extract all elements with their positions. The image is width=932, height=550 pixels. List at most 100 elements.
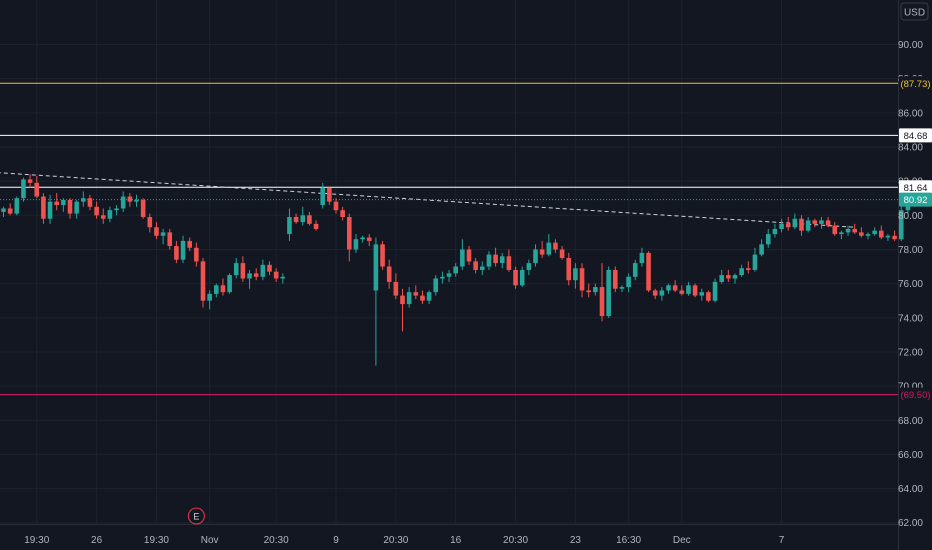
candle [626,273,631,293]
candle [47,194,53,224]
candle [134,194,139,207]
candle [845,225,851,236]
candle-body [885,235,891,238]
trendline[interactable] [0,172,855,228]
candle-body [845,228,851,233]
candle-body [446,273,452,277]
candle [393,273,399,299]
candle [41,193,46,224]
candle-body [872,230,877,235]
currency-badge[interactable]: USD [900,2,929,21]
candle-body [227,275,232,293]
candle [220,278,226,296]
price-axis-label: 72.00 [898,347,923,358]
candle [499,252,505,269]
event-marker-label: E [193,512,199,522]
candle-body [506,256,512,270]
level-badge: (69.50) [900,390,930,401]
candle-body [280,276,286,279]
candle-body [74,201,79,214]
candle [21,177,26,202]
candle-body [546,242,552,255]
candle-body [67,199,73,214]
candle-body [672,285,678,291]
candle-body [513,269,518,286]
candle-body [260,264,266,277]
candle-body [686,285,691,294]
candle [593,283,598,296]
time-axis[interactable]: 19:30 26 19:30 Nov 20:30 9 20:30 16 20:30 23 16:30… [0,524,898,547]
candle [233,258,239,279]
candle-body [779,223,784,229]
candle-body [480,266,485,270]
candle [200,258,206,308]
candle-body [692,285,698,296]
candle-body [619,287,625,289]
candle [366,234,372,247]
level-badge-background [899,76,932,91]
candle [480,261,485,276]
price-axis-label: 62.00 [898,518,923,529]
candle-body [905,203,911,211]
candle-body [180,240,186,260]
candle-body [207,293,212,301]
candle-body [267,264,272,272]
candle [81,191,86,207]
candle [460,239,465,270]
candle-body [526,263,532,270]
candle [54,193,59,211]
candle [692,283,698,298]
candle [679,285,685,296]
candle [307,211,312,226]
horizontal-levels[interactable] [0,82,898,396]
candle [732,273,738,284]
candle [553,239,558,253]
candle-body [61,199,66,206]
time-axis-label: 26 [91,535,103,546]
candle [686,281,691,296]
candle [805,217,811,233]
candle [879,225,884,240]
time-axis-label: 19:30 [144,535,169,546]
candle [267,261,272,276]
candle-body [21,179,26,199]
candle [546,234,552,257]
candle-body [307,215,312,224]
earnings-event-marker[interactable]: E [187,507,205,525]
candle-body [586,290,591,293]
time-axis-label: Nov [201,535,219,546]
candle [446,269,452,282]
candle-body [606,269,611,317]
price-axis-label: 84.00 [898,142,923,153]
candle-body [14,198,20,214]
candle [712,278,718,303]
candle-body [420,295,425,301]
last-price-badge: 80.92 [904,195,928,206]
currency-label: USD [904,8,925,19]
candle [579,263,585,298]
candle-body [785,223,791,228]
time-axis-label: 9 [333,535,339,546]
candle [533,244,538,267]
candle-body [406,292,412,305]
candle [154,222,159,240]
candles [1,174,931,366]
candle-body [320,187,325,206]
candle [194,242,199,267]
candle [486,251,492,270]
candle-body [473,261,478,270]
candle [87,194,93,211]
last-price-badge-background [899,192,932,207]
candle [885,234,891,241]
candle-body [865,234,871,236]
candle [639,247,645,267]
candle-body [393,281,399,296]
candle [865,232,871,240]
candle [785,217,791,231]
candle [247,269,252,289]
candle [300,206,306,226]
candle [14,196,20,216]
level-badge: 84.68 [904,131,928,142]
candle [214,283,219,298]
